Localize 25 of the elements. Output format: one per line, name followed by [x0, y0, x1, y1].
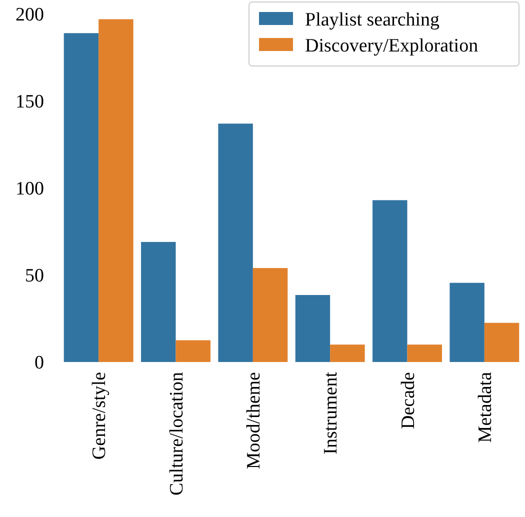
- legend-label: Discovery/Exploration: [305, 36, 479, 57]
- bar: [218, 124, 253, 362]
- bar: [295, 295, 330, 362]
- bar: [98, 19, 134, 362]
- x-tick-label: Genre/style: [89, 372, 110, 460]
- bar: [176, 340, 210, 362]
- x-tick-label: Decade: [398, 372, 419, 429]
- bar: [64, 33, 99, 362]
- y-tick-label: 200: [16, 4, 44, 26]
- y-tick-label: 150: [16, 92, 44, 113]
- x-tick-label: Instrument: [320, 371, 342, 454]
- x-tick-label: Mood/theme: [244, 372, 265, 470]
- bar: [372, 200, 408, 362]
- legend-label: Playlist searching: [305, 10, 440, 31]
- bar: [330, 344, 365, 362]
- y-tick-label: 0: [34, 352, 44, 374]
- bar: [141, 242, 176, 362]
- bar: [407, 344, 442, 362]
- y-tick-label: 100: [16, 178, 44, 200]
- x-tick-label: Culture/location: [166, 372, 188, 496]
- bar: [252, 268, 288, 362]
- bar: [484, 322, 520, 362]
- x-tick-label: Metadata: [475, 371, 496, 443]
- y-tick-label: 50: [25, 266, 44, 287]
- bar: [450, 282, 484, 362]
